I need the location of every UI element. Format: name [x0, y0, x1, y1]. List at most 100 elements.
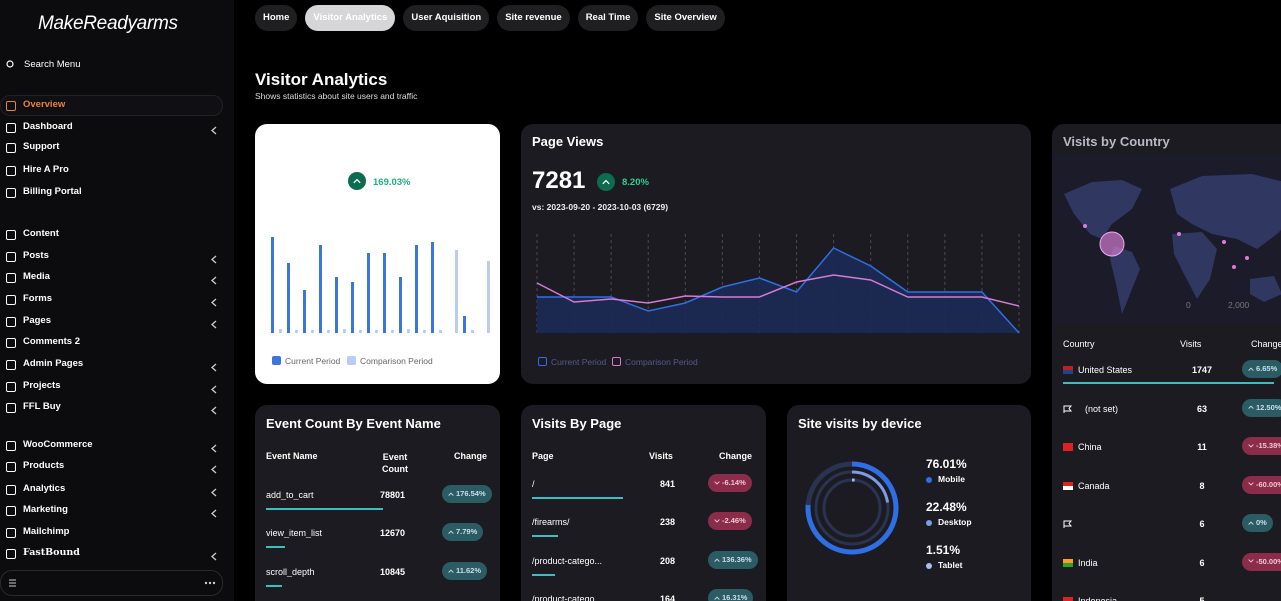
nav-tab[interactable]: Site revenue: [497, 5, 570, 31]
device-percent: 76.01%: [926, 457, 967, 471]
continent: [1170, 174, 1281, 249]
change-text: -50.00%: [1256, 556, 1281, 566]
change-text: -60.00%: [1256, 479, 1281, 489]
nav-tab[interactable]: Home: [255, 5, 298, 31]
menu-item[interactable]: FastBound: [23, 547, 80, 558]
bar: [287, 263, 290, 333]
menu-item[interactable]: Forms: [23, 293, 53, 304]
legend-label: Comparison Period: [625, 357, 698, 367]
menu-icon: [6, 101, 16, 111]
bar-chart: [271, 237, 490, 333]
menu-item[interactable]: Pages: [23, 315, 51, 326]
row-label: /product-catego: [532, 593, 595, 601]
chevron-line: [714, 596, 720, 600]
country-name: India: [1078, 557, 1098, 568]
trend-icon: [597, 173, 615, 191]
menu-item[interactable]: Support: [23, 141, 60, 152]
sidebar-footer[interactable]: [0, 570, 223, 596]
menu-item[interactable]: Comments 2: [23, 336, 81, 347]
search-menu[interactable]: Search Menu: [6, 59, 81, 70]
menu-icon: [6, 123, 16, 133]
bar: [383, 253, 386, 333]
legend-swatch: [612, 357, 621, 366]
country-name: United States: [1078, 365, 1133, 375]
arrow-icon: [211, 444, 217, 453]
legend-label: Current Period: [285, 356, 341, 366]
map-dot: [1245, 256, 1249, 260]
chevron-icon: [1248, 521, 1254, 525]
flag-icon: [1063, 405, 1073, 413]
chevron-icon: [448, 492, 454, 496]
map-dot: [1083, 224, 1087, 228]
menu-item[interactable]: WooCommerce: [23, 439, 93, 450]
menu-icon: [6, 230, 16, 240]
arrow-icon: [211, 298, 217, 307]
chevron-icon: [602, 179, 610, 185]
chevron-icon: [1248, 367, 1254, 371]
arrow-line: [211, 126, 217, 135]
row-label: /product-catego...: [532, 555, 603, 566]
menu-item[interactable]: Posts: [23, 250, 49, 261]
menu-item[interactable]: Dashboard: [23, 121, 73, 132]
submenu-arrow: [211, 316, 217, 334]
menu-icon: [6, 485, 16, 495]
change-text: 176.54%: [456, 489, 486, 498]
nav-tab[interactable]: User Aquisition: [403, 5, 490, 31]
menu-icon: [6, 295, 16, 305]
menu-item[interactable]: Media: [23, 271, 50, 282]
nav-tab[interactable]: Real Time: [577, 5, 639, 31]
card-title: Site visits by device: [798, 416, 922, 431]
submenu-arrow: [211, 461, 217, 479]
menu-item[interactable]: Analytics: [23, 483, 66, 494]
map-dot: [1232, 265, 1236, 269]
event-card: Event Count By Event Name Event Name Event…: [255, 405, 500, 601]
bar: [335, 277, 338, 333]
continent: [1250, 276, 1281, 302]
area: [537, 248, 1019, 333]
change-badge: -60.00%: [1242, 475, 1281, 494]
arrow-icon: [211, 320, 217, 329]
menu-item[interactable]: Hire A Pro: [23, 164, 69, 175]
menu-item[interactable]: Billing Portal: [23, 186, 82, 197]
chevron-icon: [448, 569, 454, 573]
bar: [367, 253, 370, 333]
flag-icon: [1063, 481, 1073, 490]
change-badge: 12.50%: [1242, 398, 1281, 417]
chevron-icon: [714, 596, 720, 600]
more-dot: [204, 581, 208, 585]
flag-outline: [1063, 520, 1073, 528]
line: [536, 274, 1020, 307]
bar: [327, 330, 330, 333]
comparison-range: vs: 2023-09-20 - 2023-10-03 (6729): [532, 202, 669, 212]
menu-item[interactable]: Mailchimp: [23, 526, 70, 537]
row-label: scroll_depth: [266, 566, 315, 577]
more-dot: [208, 581, 212, 585]
nav-tab[interactable]: Visitor Analytics: [305, 5, 396, 31]
column-header: Page: [532, 451, 554, 461]
menu-item[interactable]: Content: [23, 228, 59, 239]
row-label: add_to_cart: [266, 490, 314, 500]
menu-item[interactable]: Products: [23, 460, 65, 471]
menu-item[interactable]: Marketing: [23, 504, 68, 515]
chevron-icon: [714, 519, 720, 523]
change-badge: -50.00%: [1242, 552, 1281, 571]
change-text: 11.62%: [456, 565, 482, 575]
nav-tab[interactable]: Site Overview: [646, 5, 725, 31]
device-dot: [926, 563, 932, 569]
menu-icon: [6, 188, 16, 198]
arrow-line: [211, 488, 217, 497]
flag-outline: [1063, 405, 1073, 413]
chevron-line: [448, 569, 454, 573]
row-count: 164: [659, 593, 675, 601]
menu-item[interactable]: Projects: [23, 380, 61, 391]
menu-item[interactable]: FFL Buy: [23, 401, 61, 412]
arrow-line: [211, 552, 217, 561]
menu-icon: [6, 506, 16, 516]
menu-item[interactable]: Admin Pages: [23, 358, 84, 369]
search-glass: [6, 59, 14, 68]
menu-item[interactable]: Overview: [23, 99, 66, 110]
bar: [471, 330, 474, 333]
bar: [407, 329, 410, 333]
flag-icon: [1063, 520, 1073, 528]
legend-swatch: [347, 356, 356, 365]
